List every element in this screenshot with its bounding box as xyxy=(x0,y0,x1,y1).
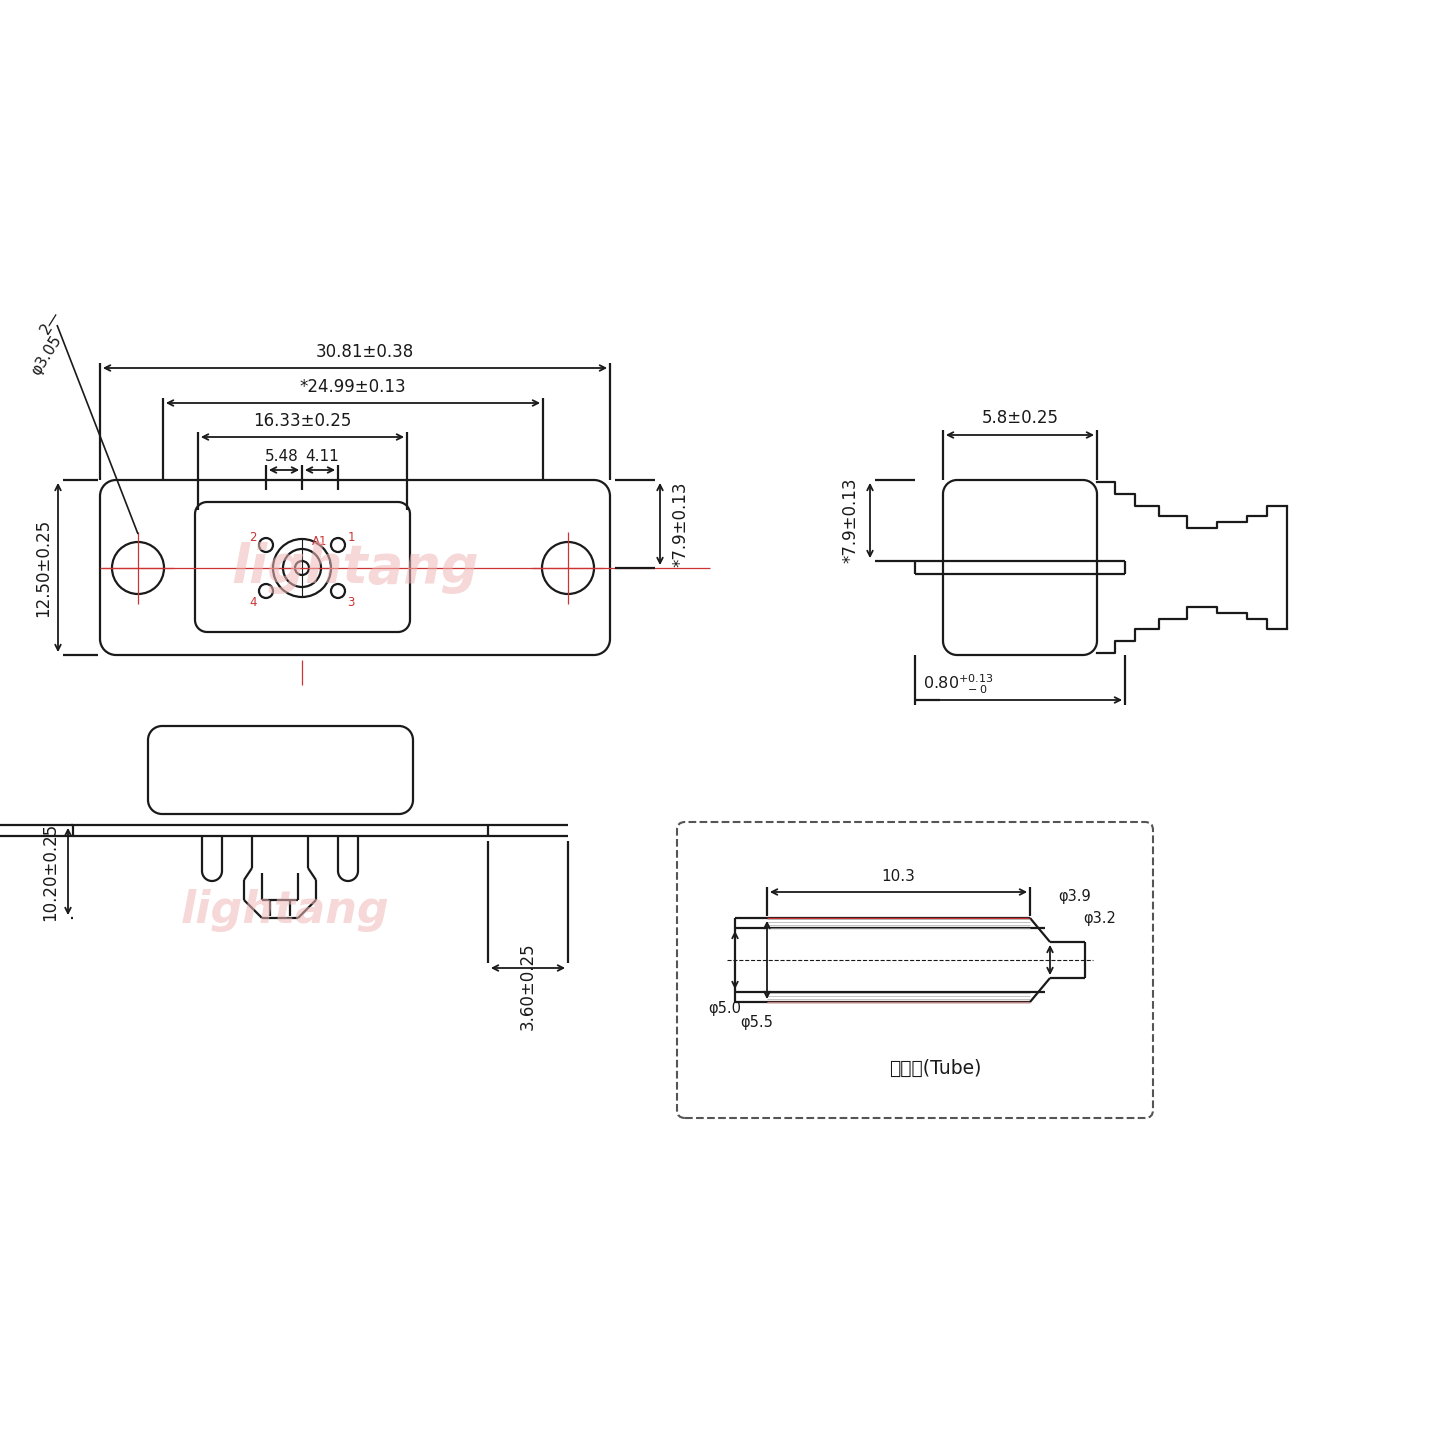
Text: 屏蔽管(Tube): 屏蔽管(Tube) xyxy=(888,1058,981,1077)
Text: 4: 4 xyxy=(249,596,256,609)
Text: *24.99±0.13: *24.99±0.13 xyxy=(300,379,406,396)
Text: 2—: 2— xyxy=(37,308,63,337)
Text: lightang: lightang xyxy=(232,541,480,595)
Text: φ3.2: φ3.2 xyxy=(1083,912,1116,926)
Text: 16.33±0.25: 16.33±0.25 xyxy=(253,412,351,431)
Text: 12.50±0.25: 12.50±0.25 xyxy=(35,518,52,616)
Text: 4.11: 4.11 xyxy=(305,448,338,464)
Text: φ5.0: φ5.0 xyxy=(708,1001,742,1017)
Text: φ3.9: φ3.9 xyxy=(1058,888,1092,904)
Text: A1: A1 xyxy=(312,536,327,549)
Text: φ3.05: φ3.05 xyxy=(27,333,63,377)
Text: $0.80^{+0.13}_{\ \ -0}$: $0.80^{+0.13}_{\ \ -0}$ xyxy=(923,672,994,696)
Text: 10.3: 10.3 xyxy=(881,868,916,884)
Text: 5.48: 5.48 xyxy=(265,448,300,464)
Text: 10.20±0.25: 10.20±0.25 xyxy=(40,822,59,920)
Text: 5.8±0.25: 5.8±0.25 xyxy=(982,409,1058,428)
Text: *7.9±0.13: *7.9±0.13 xyxy=(841,478,860,563)
Text: 30.81±0.38: 30.81±0.38 xyxy=(315,343,415,361)
Text: 2: 2 xyxy=(249,530,256,543)
Text: lightang: lightang xyxy=(180,888,389,932)
Text: *7.9±0.13: *7.9±0.13 xyxy=(671,481,688,567)
FancyBboxPatch shape xyxy=(677,822,1153,1117)
Text: 1: 1 xyxy=(347,530,354,543)
Text: φ5.5: φ5.5 xyxy=(740,1015,773,1030)
Text: 3.60±0.25: 3.60±0.25 xyxy=(518,942,537,1030)
Text: 3: 3 xyxy=(347,596,354,609)
